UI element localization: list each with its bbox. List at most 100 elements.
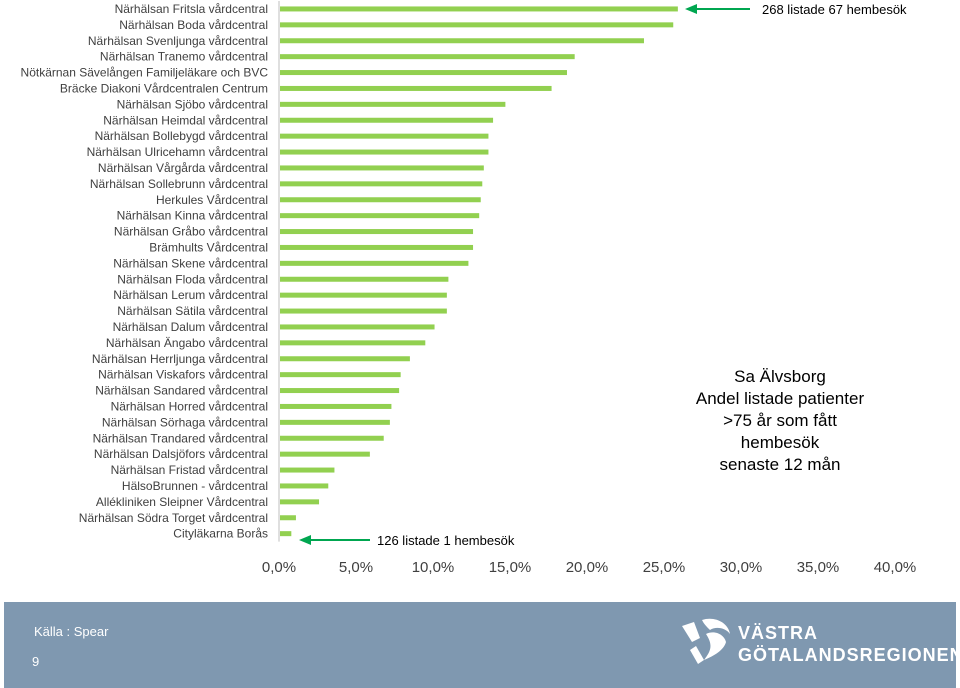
bar	[280, 70, 567, 76]
x-tick-label: 35,0%	[797, 559, 840, 576]
category-label: Närhälsan Boda vårdcentral	[119, 18, 268, 32]
page-number: 9	[32, 654, 40, 669]
category-label: Närhälsan Fritsla vårdcentral	[115, 2, 268, 16]
bar	[280, 451, 370, 457]
category-label: Närhälsan Södra Torget vårdcentral	[79, 511, 268, 525]
category-label: Närhälsan Tranemo vårdcentral	[100, 50, 268, 64]
category-label: Herkules Vårdcentral	[156, 193, 268, 207]
category-label: Närhälsan Horred vårdcentral	[111, 399, 268, 413]
bar	[280, 244, 474, 250]
category-label: Närhälsan Herrljunga vårdcentral	[92, 352, 268, 366]
bar	[280, 85, 552, 91]
category-label: Närhälsan Bollebygd vårdcentral	[95, 129, 268, 143]
x-tick-label: 40,0%	[874, 559, 917, 576]
category-label: Närhälsan Sjöbo vårdcentral	[117, 97, 268, 111]
category-label: Närhälsan Skene vårdcentral	[113, 256, 268, 270]
x-tick-label: 20,0%	[566, 559, 609, 576]
bar	[280, 467, 335, 473]
category-label: Närhälsan Svenljunga vårdcentral	[88, 34, 268, 48]
bar	[280, 499, 320, 505]
category-label: HälsoBrunnen - vårdcentral	[122, 479, 268, 493]
bar	[280, 276, 449, 282]
bars	[280, 6, 678, 537]
bar	[280, 356, 410, 362]
bar	[280, 435, 384, 441]
bar	[280, 531, 292, 537]
category-label: Närhälsan Dalum vårdcentral	[113, 320, 268, 334]
category-label: Närhälsan Fristad vårdcentral	[111, 463, 268, 477]
title-line-3: >75 år som fått	[723, 411, 837, 430]
x-tick-label: 30,0%	[720, 559, 763, 576]
bar	[280, 197, 481, 203]
category-label: Närhälsan Sandared vårdcentral	[95, 384, 268, 398]
bar	[280, 403, 392, 409]
logo-text: VÄSTRA GÖTALANDSREGIONEN	[738, 622, 960, 666]
footer-bar: Källa : Spear 9 VÄSTRA GÖTALANDSREGIONEN	[4, 602, 960, 688]
category-label: Närhälsan Ulricehamn vårdcentral	[87, 145, 268, 159]
bar	[280, 38, 644, 44]
bar	[280, 149, 489, 155]
chart: Närhälsan Fritsla vårdcentral Närhälsan B…	[21, 1, 916, 576]
bar	[280, 101, 506, 107]
bar	[280, 340, 426, 346]
bar	[280, 292, 447, 298]
top-annotation-text: 268 listade 67 hembesök	[762, 2, 907, 17]
category-label: Närhälsan Vårgårda vårdcentral	[98, 161, 268, 175]
x-tick-label: 5,0%	[339, 559, 373, 576]
category-label: Närhälsan Sollebrunn vårdcentral	[90, 177, 268, 191]
source-text: Källa : Spear	[34, 624, 109, 639]
bar	[280, 372, 401, 378]
bar	[280, 515, 296, 521]
bar	[280, 483, 329, 489]
bar	[280, 260, 469, 266]
vgr-logo: VÄSTRA GÖTALANDSREGIONEN	[680, 616, 960, 676]
chart-title: Sa Älvsborg Andel listade patienter >75 …	[660, 366, 900, 476]
bar	[280, 54, 575, 60]
x-tick-label: 0,0%	[262, 559, 296, 576]
bar	[280, 117, 494, 123]
top-annotation: 268 listade 67 hembesök	[685, 2, 907, 17]
category-label: Närhälsan Kinna vårdcentral	[117, 209, 268, 223]
bar	[280, 22, 674, 28]
bar	[280, 308, 447, 314]
category-label: Brämhults Vårdcentral	[149, 240, 268, 254]
bar	[280, 165, 484, 171]
category-label: Närhälsan Sätila vårdcentral	[117, 304, 268, 318]
bar	[280, 388, 400, 394]
vgr-emblem-icon	[682, 618, 730, 664]
category-label: Närhälsan Viskafors vårdcentral	[98, 368, 268, 382]
bar	[280, 213, 480, 219]
bar	[280, 6, 678, 12]
category-labels: Närhälsan Fritsla vårdcentral Närhälsan B…	[21, 2, 269, 541]
category-label: Bräcke Diakoni Vårdcentralen Centrum	[60, 81, 268, 95]
bottom-annotation: 126 listade 1 hembesök	[299, 533, 515, 548]
x-tick-label: 25,0%	[643, 559, 686, 576]
x-tick-label: 10,0%	[412, 559, 455, 576]
category-label: Allékliniken Sleipner Vårdcentral	[96, 495, 268, 509]
bottom-arrow-head	[299, 535, 311, 545]
x-tick-labels: 0,0% 5,0% 10,0% 15,0% 20,0% 25,0% 30,0% 35,0% 40…	[262, 559, 916, 576]
logo-line-1: VÄSTRA	[738, 623, 819, 643]
bar	[280, 133, 489, 139]
category-label: Närhälsan Lerum vårdcentral	[113, 288, 268, 302]
bar	[280, 229, 474, 235]
category-label: Närhälsan Gråbo vårdcentral	[114, 225, 268, 239]
category-label: Närhälsan Trandared vårdcentral	[93, 431, 268, 445]
category-label: Närhälsan Ängabo vårdcentral	[106, 336, 268, 350]
title-line-2: Andel listade patienter	[695, 389, 865, 408]
category-label: Cityläkarna Borås	[173, 527, 268, 541]
title-line-1: Sa Älvsborg	[734, 367, 826, 386]
bottom-annotation-text: 126 listade 1 hembesök	[377, 533, 515, 548]
top-arrow-head	[685, 4, 697, 14]
category-label: Närhälsan Floda vårdcentral	[117, 272, 268, 286]
bar	[280, 324, 435, 330]
bar	[280, 181, 483, 187]
bar	[280, 419, 390, 425]
title-line-5: senaste 12 mån	[719, 455, 841, 474]
category-label: Nötkärnan Sävelången Familjeläkare och B…	[21, 66, 269, 80]
title-line-4: hembesök	[740, 433, 820, 452]
category-label: Närhälsan Sörhaga vårdcentral	[102, 415, 268, 429]
category-label: Närhälsan Dalsjöfors vårdcentral	[94, 447, 268, 461]
category-label: Närhälsan Heimdal vårdcentral	[103, 113, 268, 127]
logo-line-2: GÖTALANDSREGIONEN	[738, 645, 960, 665]
